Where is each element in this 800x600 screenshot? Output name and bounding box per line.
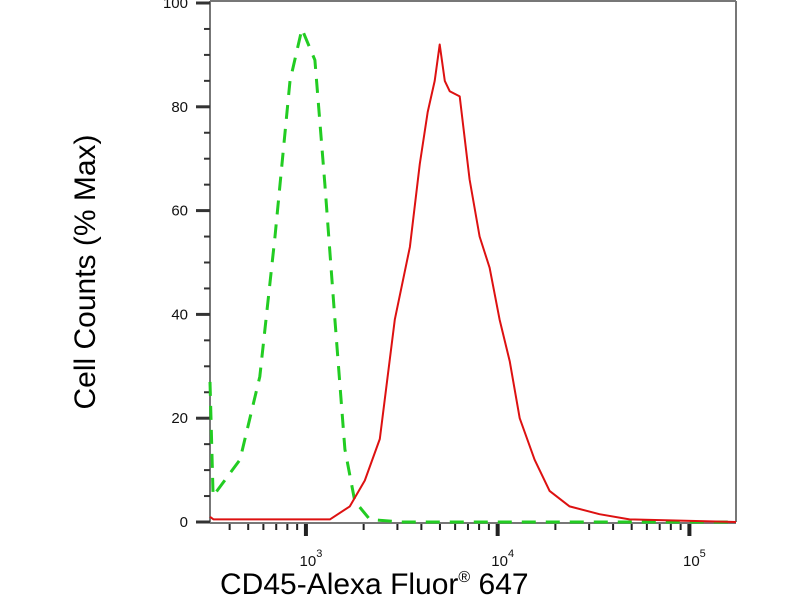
x-axis-title: CD45-Alexa Fluor® 647 bbox=[220, 568, 529, 600]
x-tick-label: 105 bbox=[683, 548, 706, 570]
y-tick-label: 60 bbox=[171, 203, 188, 220]
y-tick-label: 80 bbox=[171, 99, 188, 116]
y-tick-label: 40 bbox=[171, 306, 188, 323]
y-axis: 0 20 40 60 80 100 bbox=[163, 0, 210, 531]
plot-frame bbox=[209, 0, 737, 524]
x-axis: 103 104 105 bbox=[228, 524, 706, 570]
x-tick-label: 104 bbox=[491, 548, 514, 570]
registered-mark: ® bbox=[458, 569, 470, 586]
x-tick-label: 103 bbox=[300, 548, 323, 570]
y-tick-label: 20 bbox=[171, 410, 188, 427]
y-tick-label: 0 bbox=[180, 514, 188, 531]
x-axis-title-main: CD45-Alexa Fluor bbox=[220, 568, 458, 600]
series-line-isotype-control bbox=[208, 27, 736, 524]
y-tick-label: 100 bbox=[163, 0, 188, 12]
x-axis-title-suffix: 647 bbox=[470, 568, 528, 600]
series-group bbox=[208, 27, 737, 524]
y-axis-title: Cell Counts (% Max) bbox=[69, 134, 102, 409]
series-line-cd45 bbox=[209, 43, 737, 523]
